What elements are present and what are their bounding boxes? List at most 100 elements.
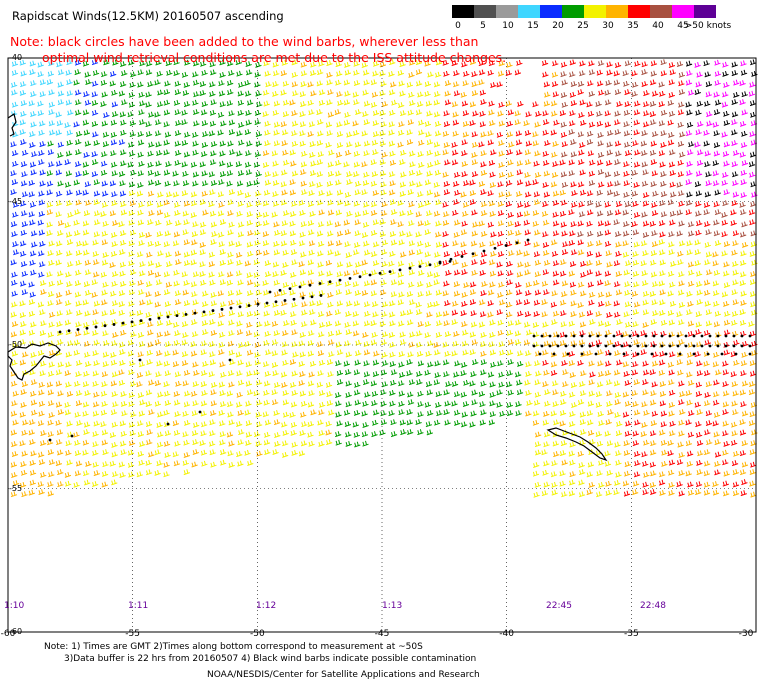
wind-barb xyxy=(228,299,235,306)
wind-barb xyxy=(327,199,334,206)
wind-barb xyxy=(722,360,729,367)
wind-barb xyxy=(146,200,154,207)
wind-barb xyxy=(409,331,416,338)
wind-barb xyxy=(154,240,162,247)
wind-barb xyxy=(553,310,560,317)
wind-barb xyxy=(46,271,53,278)
wind-barb xyxy=(372,260,380,266)
wind-barb xyxy=(40,471,47,478)
wind-barb xyxy=(361,259,368,266)
wind-barb xyxy=(688,379,695,386)
wind-barb xyxy=(372,419,379,426)
wind-barb xyxy=(254,359,262,366)
wind-barb xyxy=(66,250,73,257)
wind-barb xyxy=(568,159,575,166)
wind-barb xyxy=(478,180,486,187)
wind-barb xyxy=(470,410,477,417)
wind-barb xyxy=(83,321,90,328)
wind-barb xyxy=(244,79,251,86)
wind-barb xyxy=(190,200,198,207)
wind-barb xyxy=(462,210,469,217)
wind-barb xyxy=(471,209,478,216)
wind-barb xyxy=(57,339,64,346)
wind-barb xyxy=(328,351,335,358)
wind-barb xyxy=(724,310,731,317)
wind-barb xyxy=(217,320,224,327)
wind-barb xyxy=(210,329,218,336)
wind-barb xyxy=(454,171,461,178)
contamination-circle xyxy=(166,315,170,319)
wind-barb xyxy=(597,132,604,138)
wind-barb xyxy=(218,311,225,318)
wind-barb xyxy=(83,429,90,435)
wind-barb xyxy=(586,310,594,317)
wind-barb xyxy=(28,191,36,198)
wind-barb xyxy=(696,370,704,377)
wind-barb xyxy=(732,230,740,237)
wind-barb xyxy=(236,70,243,77)
wind-barb xyxy=(344,340,351,347)
wind-barb xyxy=(64,181,72,188)
wind-barb xyxy=(110,131,118,138)
wind-barb xyxy=(157,191,164,198)
wind-barb xyxy=(164,370,172,377)
wind-barb xyxy=(370,209,378,216)
wind-barb xyxy=(73,121,80,128)
wind-barb xyxy=(227,79,234,86)
wind-barb xyxy=(219,420,226,427)
wind-barb xyxy=(119,472,126,478)
wind-barb xyxy=(614,479,621,486)
wind-barb xyxy=(724,329,731,336)
wind-barb xyxy=(454,391,461,398)
wind-barb xyxy=(173,280,180,287)
wind-barb xyxy=(443,359,450,366)
longitude-label: -50 xyxy=(249,629,265,639)
wind-barb xyxy=(210,461,217,468)
wind-barb xyxy=(424,80,432,87)
wind-barb xyxy=(262,161,270,168)
wind-barb xyxy=(202,180,209,187)
wind-barb xyxy=(111,231,118,238)
wind-barb xyxy=(129,229,137,236)
wind-barb xyxy=(390,219,397,226)
wind-barb xyxy=(156,209,164,216)
wind-barb xyxy=(334,109,341,116)
wind-barb xyxy=(93,470,100,477)
wind-barb xyxy=(642,200,650,207)
wind-barb xyxy=(56,120,64,127)
wind-barb xyxy=(605,489,612,496)
wind-barb xyxy=(398,361,405,368)
wind-barb xyxy=(577,359,584,366)
wind-barb xyxy=(444,300,451,307)
wind-barb xyxy=(616,359,623,366)
wind-barb xyxy=(84,390,91,396)
wind-barb xyxy=(191,231,199,238)
wind-barb xyxy=(19,89,27,96)
contamination-circle xyxy=(580,352,584,356)
wind-barb xyxy=(66,139,73,146)
wind-barb xyxy=(506,410,514,417)
wind-barb xyxy=(390,419,397,426)
wind-barb xyxy=(263,310,270,317)
wind-barb xyxy=(12,241,19,248)
wind-barb xyxy=(381,101,388,108)
wind-barb xyxy=(300,411,307,418)
wind-barb xyxy=(91,279,98,286)
wind-barb xyxy=(29,459,36,466)
wind-barb xyxy=(740,179,747,186)
wind-barb xyxy=(380,389,387,396)
wind-barb xyxy=(64,159,71,166)
wind-barb xyxy=(128,209,135,216)
wind-barb xyxy=(533,279,540,286)
wind-barb xyxy=(633,281,640,288)
wind-barb xyxy=(335,179,342,186)
wind-barb xyxy=(218,341,225,348)
wind-barb xyxy=(327,209,335,216)
wind-barb xyxy=(67,211,74,218)
wind-barb xyxy=(524,201,531,208)
wind-barb xyxy=(641,421,648,428)
wind-barb xyxy=(291,130,298,137)
wind-barb xyxy=(291,259,298,266)
wind-barb xyxy=(47,419,54,426)
wind-barb xyxy=(579,419,587,426)
